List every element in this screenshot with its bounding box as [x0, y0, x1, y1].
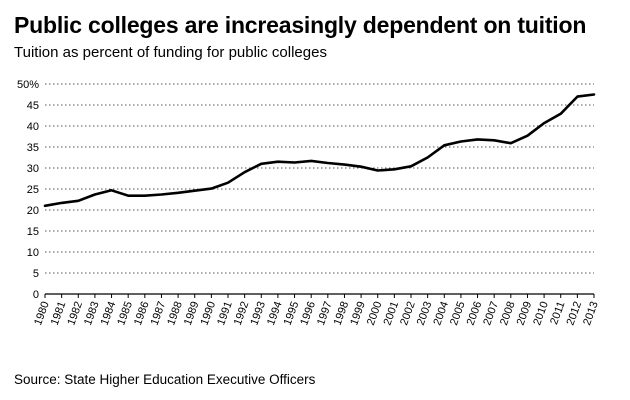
x-axis-ticks: 1980198119821983198419851986198719881989… [32, 294, 601, 327]
y-tick-label: 40 [27, 121, 39, 133]
y-tick-label: 5 [33, 268, 39, 280]
series-layer [43, 93, 596, 208]
x-tick-label: 2013 [581, 300, 601, 327]
chart-title: Public colleges are increasingly depende… [14, 12, 587, 38]
y-tick-label: 30 [27, 163, 39, 175]
y-tick-label: 0 [33, 289, 39, 301]
y-tick-label: 50% [17, 79, 39, 91]
y-tick-label: 20 [27, 205, 39, 217]
chart-subtitle: Tuition as percent of funding for public… [14, 44, 327, 61]
y-tick-label: 45 [27, 100, 39, 112]
y-tick-label: 10 [27, 247, 39, 259]
gridlines [45, 83, 594, 274]
y-tick-label: 15 [27, 226, 39, 238]
source-note: Source: State Higher Education Executive… [14, 372, 316, 387]
y-tick-label: 35 [27, 142, 39, 154]
y-axis-ticks: 0 5 10 15 20 25 30 35 40 45 50% [17, 79, 39, 301]
series-line [43, 93, 596, 208]
y-tick-label: 25 [27, 184, 39, 196]
